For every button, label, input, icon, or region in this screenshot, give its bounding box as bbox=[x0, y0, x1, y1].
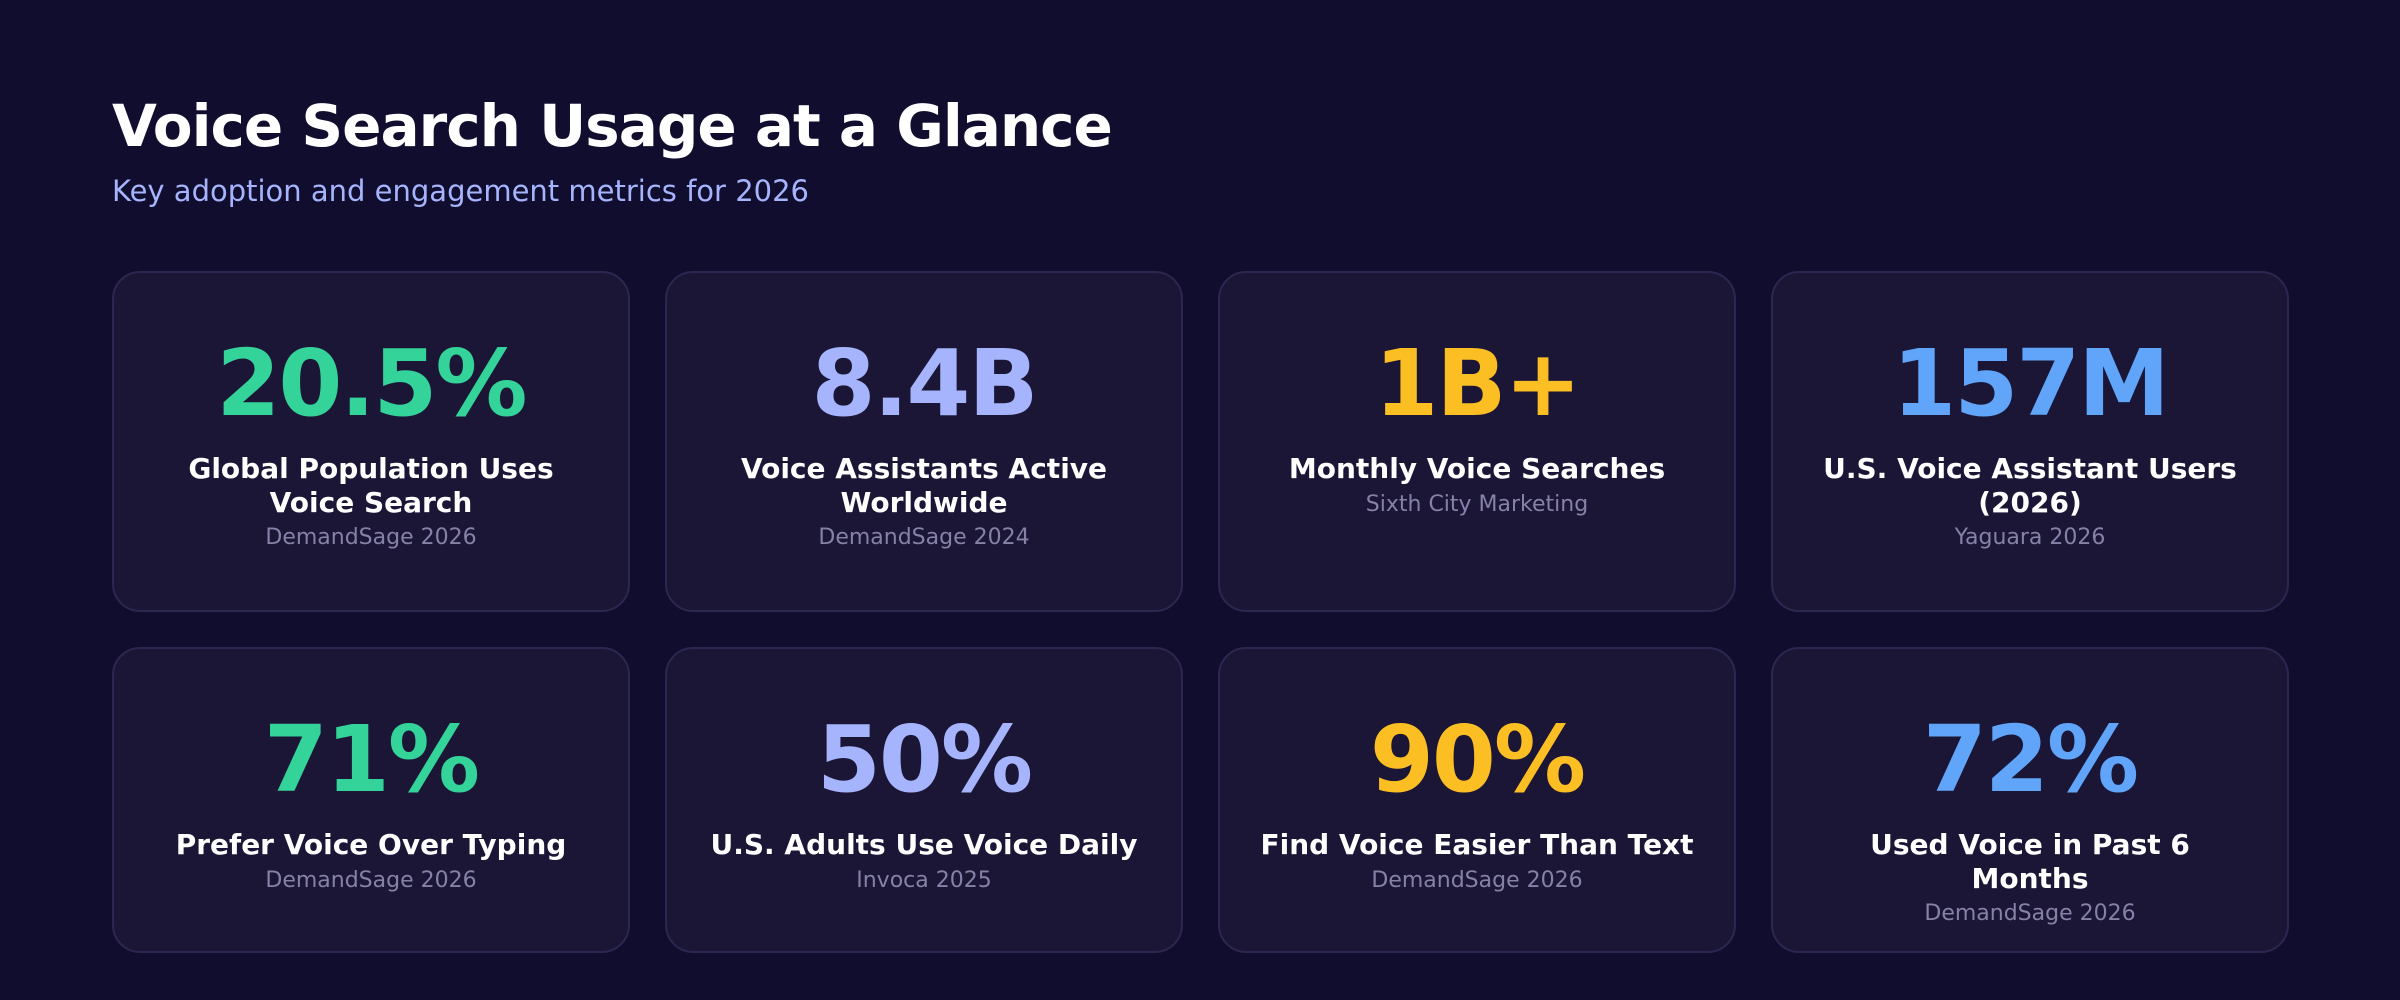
card-grid: 20.5% Global Population Uses Voice Search… bbox=[112, 271, 2289, 953]
stat-source: DemandSage 2026 bbox=[265, 525, 477, 551]
stat-source: DemandSage 2026 bbox=[265, 867, 477, 893]
stat-label: Find Voice Easier Than Text bbox=[1260, 828, 1694, 862]
stat-value: 20.5% bbox=[216, 330, 527, 437]
stat-label: Monthly Voice Searches bbox=[1288, 452, 1666, 486]
stat-value: 8.4B bbox=[811, 330, 1038, 437]
stat-card: 71% Prefer Voice Over Typing DemandSage 20… bbox=[112, 647, 630, 953]
stat-source: Sixth City Marketing bbox=[1365, 491, 1589, 517]
stat-label: Voice Assistants Active Worldwide bbox=[740, 452, 1108, 519]
stat-card: 50% U.S. Adults Use Voice Daily Invoca 202… bbox=[665, 647, 1183, 953]
stat-label: U.S. Adults Use Voice Daily bbox=[710, 828, 1138, 862]
subtitle: Key adoption and engagement metrics for … bbox=[112, 174, 809, 208]
stat-card: 8.4B Voice Assistants Active Worldwide Dem… bbox=[665, 271, 1183, 612]
stat-source: DemandSage 2024 bbox=[818, 525, 1030, 551]
stat-value: 50% bbox=[816, 706, 1033, 813]
stat-value: 71% bbox=[263, 706, 480, 813]
title: Voice Search Usage at a Glance bbox=[112, 92, 1113, 160]
stat-source: DemandSage 2026 bbox=[1371, 867, 1583, 893]
stat-card: 90% Find Voice Easier Than Text DemandSage… bbox=[1218, 647, 1736, 953]
stat-value: 72% bbox=[1922, 706, 2139, 813]
stat-value: 157M bbox=[1892, 330, 2170, 437]
stat-card: 1B+ Monthly Voice Searches Sixth City Mark… bbox=[1218, 271, 1736, 612]
stat-value: 90% bbox=[1369, 706, 1586, 813]
stat-label: Global Population Uses Voice Search bbox=[188, 452, 554, 519]
stat-card: 20.5% Global Population Uses Voice Search… bbox=[112, 271, 630, 612]
stat-label: Used Voice in Past 6 Months bbox=[1870, 828, 2190, 895]
stat-label: U.S. Voice Assistant Users (2026) bbox=[1823, 452, 2237, 519]
stat-source: DemandSage 2026 bbox=[1924, 901, 2136, 927]
stat-card: 72% Used Voice in Past 6 Months DemandSage… bbox=[1771, 647, 2289, 953]
stat-source: Invoca 2025 bbox=[856, 867, 992, 893]
stat-card: 157M U.S. Voice Assistant Users (2026) Yag… bbox=[1771, 271, 2289, 612]
stat-source: Yaguara 2026 bbox=[1954, 525, 2106, 551]
stat-value: 1B+ bbox=[1374, 330, 1581, 437]
stat-label: Prefer Voice Over Typing bbox=[175, 828, 567, 862]
